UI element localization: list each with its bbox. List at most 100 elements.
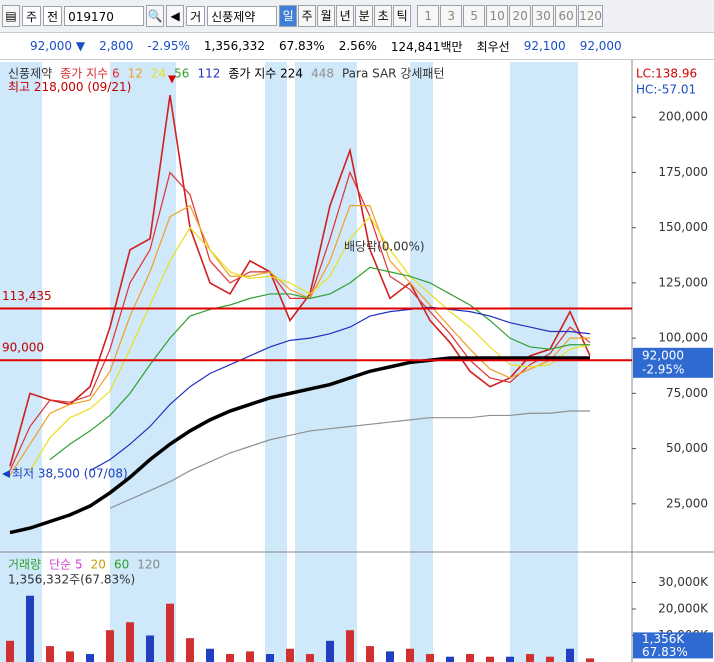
current-volume-ratio: 67.83%: [642, 645, 688, 659]
low-arrow: [2, 469, 10, 478]
y-tick-label: 125,000: [658, 275, 708, 289]
price-value: 92,000: [30, 39, 72, 53]
current-change: -2.95%: [642, 362, 684, 376]
bid: 92,000: [579, 39, 622, 53]
volume-bar: [146, 635, 154, 662]
volume-bar: [306, 654, 314, 662]
interval-button[interactable]: 1: [417, 5, 440, 27]
sar-band: [110, 62, 176, 662]
volume-bar: [66, 651, 74, 662]
y-tick-label: 75,000: [666, 386, 708, 400]
volume-summary: 1,356,332주(67.83%): [8, 573, 135, 587]
volume-bar: [26, 595, 34, 662]
period-button[interactable]: 틱: [393, 5, 412, 27]
period-button[interactable]: 년: [336, 5, 355, 27]
series-line: [9, 95, 591, 467]
volume-bar: [586, 658, 594, 662]
ask: 92,100: [523, 39, 566, 53]
prev-select[interactable]: 전: [43, 6, 63, 26]
volume-bar: [386, 651, 394, 662]
series-line: [9, 356, 590, 535]
stock-name: 신풍제약: [207, 6, 278, 26]
current-volume: 1,356K: [642, 632, 685, 646]
quote-bar: 92,000 ▼ 2,800 -2.95% 1,356,332 67.83% 2…: [0, 33, 714, 60]
legend-entry: 단순 5: [49, 558, 83, 572]
period-button[interactable]: 초: [374, 5, 393, 27]
volume-bar: [566, 648, 574, 662]
legend-entry: 20: [91, 558, 106, 572]
interval-buttons: 1 3 5 10 20 30 60 120: [417, 5, 604, 27]
code-input[interactable]: 019170: [64, 6, 145, 26]
high-arrow: [168, 75, 176, 84]
interval-button[interactable]: 60: [555, 5, 578, 27]
interval-button[interactable]: 120: [578, 5, 604, 27]
legend-entry: Para SAR 강세패턴: [342, 67, 445, 81]
legend-entry: 신풍제약: [8, 66, 52, 81]
change-pct: -2.95%: [147, 39, 190, 53]
legend-entry: 거래량: [8, 558, 41, 572]
menu-button[interactable]: ▤: [2, 5, 20, 27]
interval-button[interactable]: 3: [440, 5, 463, 27]
y-tick-label: 200,000: [658, 110, 708, 124]
h-line-label: 113,435: [2, 289, 52, 303]
series-line: [49, 266, 590, 461]
current-price: 92,000: [642, 348, 684, 362]
current-volume-box: [633, 632, 713, 659]
volume-bar: [246, 651, 254, 662]
volume-ratio: 67.83%: [278, 39, 325, 53]
volume-bar: [406, 648, 414, 662]
h-line-label: 90,000: [2, 341, 44, 355]
legend-entry: 56: [174, 67, 189, 81]
y-tick-label: 25,000: [666, 496, 708, 510]
period-button[interactable]: 월: [317, 5, 336, 27]
market-select[interactable]: 주: [22, 6, 42, 26]
sar-band: [295, 62, 357, 662]
arrow: ▼: [75, 39, 86, 53]
current-price-box: [633, 347, 713, 378]
volume-bar: [226, 654, 234, 662]
period-button[interactable]: 주: [298, 5, 317, 27]
interval-button[interactable]: 5: [463, 5, 486, 27]
volume-bar: [466, 654, 474, 662]
volume-bar: [86, 654, 94, 662]
y-tick-label: 30,000K: [658, 575, 709, 589]
legend-entry: 12: [128, 67, 143, 81]
volume-bar: [366, 646, 374, 662]
legend-entry: 24: [151, 67, 166, 81]
high-label: 최고 218,000 (09/21): [8, 80, 131, 94]
period-button[interactable]: 분: [355, 5, 374, 27]
series-line: [9, 204, 590, 476]
interval-button[interactable]: 10: [486, 5, 509, 27]
search-button[interactable]: 🔍: [146, 5, 165, 27]
volume-bar: [266, 654, 274, 662]
legend-entry: 종가 지수 6: [60, 67, 119, 81]
legend-entry: 448: [311, 67, 334, 81]
volume-bar: [446, 656, 454, 662]
series-line: [89, 306, 591, 472]
y-tick-label: 100,000: [658, 331, 708, 345]
interval-button[interactable]: 20: [509, 5, 532, 27]
sar-band: [265, 62, 287, 662]
series-line: [9, 170, 591, 471]
volume-bar: [286, 648, 294, 662]
dividend-label: 배당락(0.00%): [344, 240, 425, 254]
interval-button[interactable]: 30: [532, 5, 555, 27]
volume-bar: [166, 603, 174, 662]
volume-bar: [346, 630, 354, 662]
legend-entry: 종가 지수 224: [228, 67, 303, 81]
price: 92,000 ▼: [30, 39, 85, 53]
volume: 1,356,332: [203, 39, 265, 53]
period-button[interactable]: 일: [279, 5, 298, 27]
sound-button[interactable]: ◀: [166, 5, 185, 27]
volume-bar: [46, 646, 54, 662]
volume-bar: [526, 654, 534, 662]
sar-band: [510, 62, 578, 662]
y-tick-label: 50,000: [666, 441, 708, 455]
chart: 25,000 50,000 75,000 100,000 125,000 150,000 1…: [0, 60, 714, 662]
volume-bar: [426, 654, 434, 662]
market-cap: 124,841백만: [390, 39, 463, 54]
y-tick-label: 175,000: [658, 165, 708, 179]
legend-entry: 112: [197, 67, 220, 81]
